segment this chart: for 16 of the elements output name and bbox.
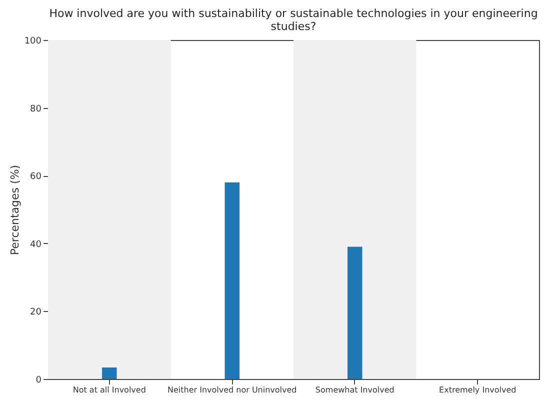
bar [348,246,362,379]
x-tick-label: Not at all Involved [72,386,146,394]
x-tick-label: Neither Involved nor Uninvolved [168,386,297,394]
text: studies? [270,20,316,33]
bar [224,182,240,379]
bar [102,367,117,379]
x-tick-label: Extremely Involved [439,386,516,394]
x-tick-label: Somewhat Involved [315,386,394,394]
y-tick-label: 0 [36,376,42,386]
y-tick-label: 100 [24,36,42,46]
y-tick-label: 80 [30,104,42,114]
y-axis-title: Percentages (%) [8,164,22,256]
y-tick-label: 40 [30,240,42,250]
text: How involved are you with sustainability or sustainable technologies in your engineering [49,7,538,20]
y-tick-label: 20 [30,308,42,318]
y-tick-label: 60 [30,172,42,182]
